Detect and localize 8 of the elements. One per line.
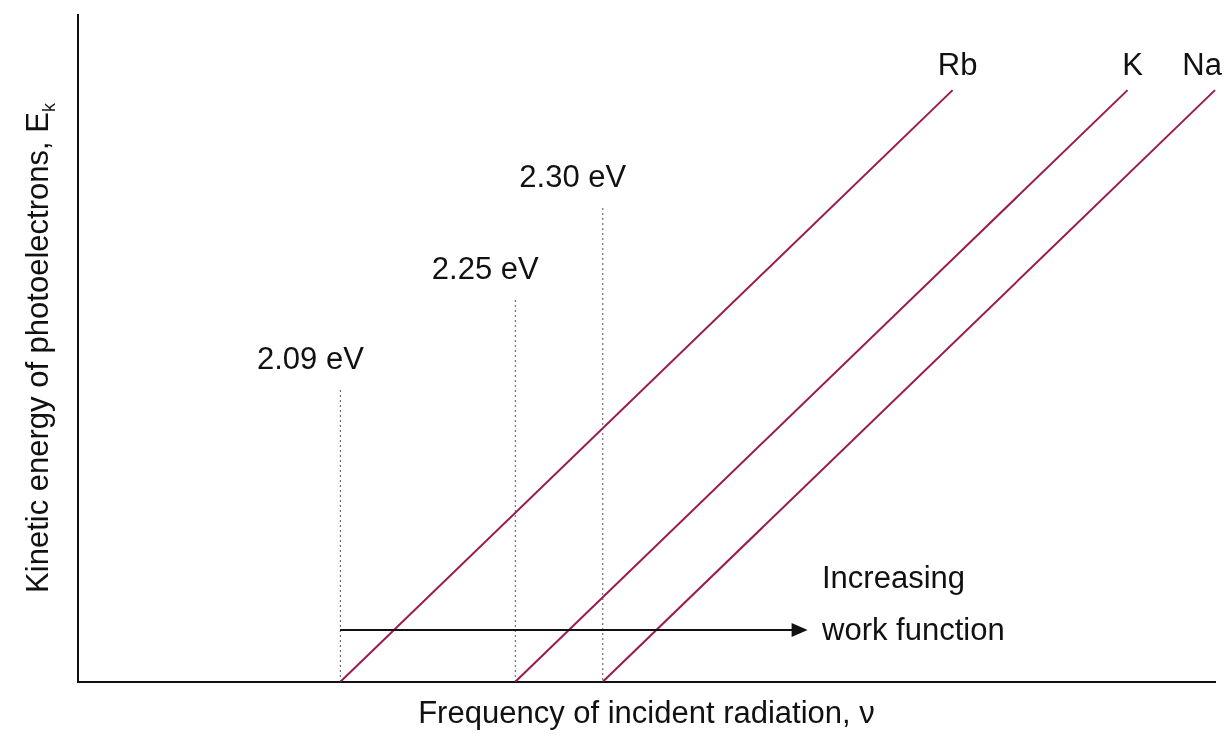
annotation: 2.25 eV	[431, 251, 540, 287]
annotation: 2.09 eV	[256, 341, 365, 377]
series-label: K	[1122, 47, 1144, 83]
annotation: Increasing work function	[821, 560, 1005, 647]
x-axis-title: Frequency of incident radiation, ν	[418, 694, 875, 730]
series-label: Na	[1182, 47, 1223, 83]
annotation: 2.30 eV	[519, 159, 627, 195]
series-label: Rb	[937, 47, 978, 83]
